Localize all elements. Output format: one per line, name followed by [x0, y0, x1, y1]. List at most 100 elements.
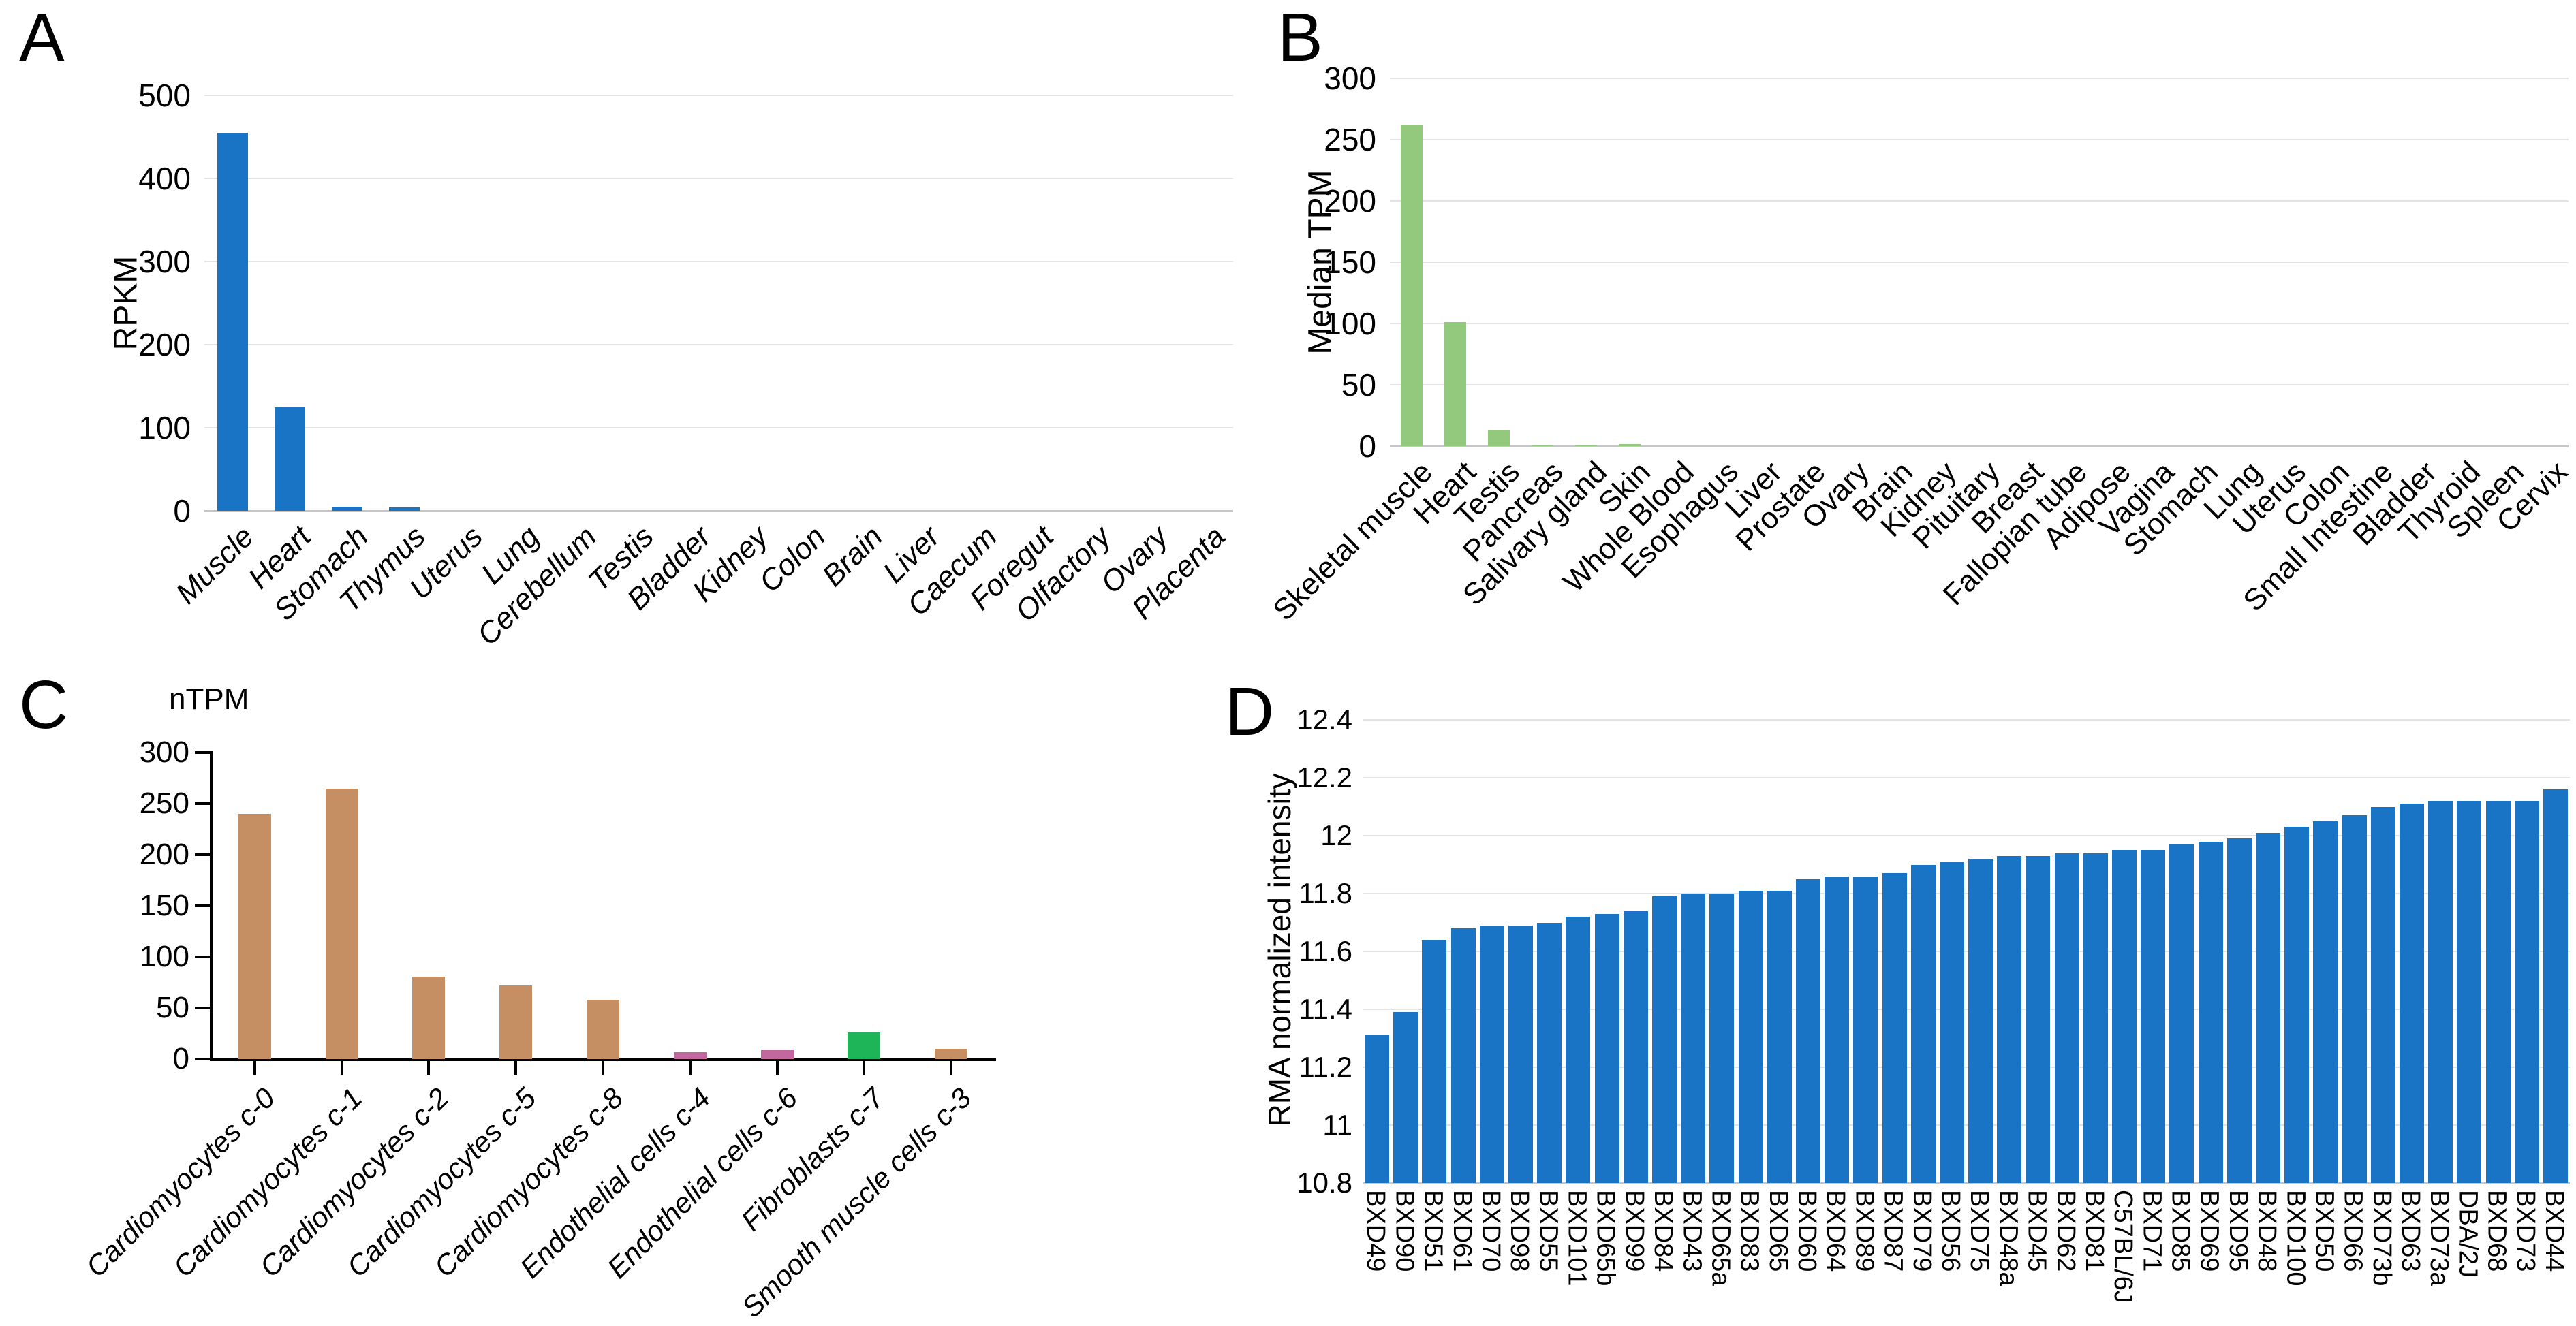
- x-category-label: BXD51: [1418, 1190, 1448, 1272]
- x-category-label: BXD83: [1735, 1190, 1764, 1272]
- x-category-label: BXD55: [1534, 1190, 1563, 1272]
- bar-cardiomyocytes-c-2: [412, 976, 446, 1059]
- bar-bxd64: [1825, 876, 1850, 1183]
- gridline: [1363, 1009, 2570, 1010]
- bar-bxd56: [1939, 862, 1964, 1183]
- y-tick-label: 300: [138, 244, 191, 279]
- x-category-label: BXD64: [1821, 1190, 1850, 1272]
- x-tick-mark: [775, 1061, 779, 1075]
- y-tick-mark: [195, 802, 211, 805]
- bar-bxd60: [1795, 879, 1820, 1183]
- y-tick-label: 200: [139, 838, 189, 871]
- y-tick-label: 500: [138, 78, 191, 113]
- x-category-label: BXD98: [1505, 1190, 1534, 1272]
- bar-bxd69: [2198, 841, 2223, 1183]
- bar-bxd99: [1623, 911, 1648, 1183]
- x-tick-mark: [514, 1061, 518, 1075]
- panel-c-y-axis-label: nTPM: [169, 682, 249, 716]
- y-tick-label: 0: [1359, 428, 1376, 464]
- y-tick-label: 150: [1324, 244, 1376, 280]
- y-tick-label: 12.2: [1297, 761, 1352, 793]
- bar-bxd50: [2313, 821, 2338, 1183]
- bar-bxd85: [2169, 844, 2194, 1183]
- bar-bxd66: [2342, 815, 2367, 1183]
- gridline: [204, 344, 1233, 345]
- bar-skin: [1619, 444, 1641, 446]
- bar-bxd45: [2026, 855, 2051, 1183]
- bar-bxd65: [1767, 890, 1792, 1183]
- y-tick-label: 50: [1341, 367, 1376, 402]
- bar-cardiomyocytes-c-8: [587, 1000, 619, 1059]
- bar-bxd44: [2543, 789, 2568, 1183]
- y-tick-label: 300: [139, 736, 189, 769]
- gridline: [1390, 323, 2569, 324]
- bar-bxd75: [1968, 859, 1993, 1183]
- gridline: [1363, 951, 2570, 952]
- y-tick-mark: [195, 1058, 211, 1060]
- x-tick-mark: [427, 1061, 431, 1075]
- x-category-label: BXD62: [2051, 1190, 2080, 1272]
- x-category-label: BXD79: [1907, 1190, 1936, 1272]
- gridline: [1390, 78, 2569, 79]
- bar-stomach: [332, 506, 363, 511]
- y-tick-label: 150: [139, 889, 189, 922]
- x-category-label: BXD70: [1476, 1190, 1505, 1272]
- x-tick-mark: [863, 1061, 866, 1075]
- x-category-label: BXD48a: [1993, 1190, 2023, 1286]
- bar-bxd63: [2399, 804, 2424, 1183]
- bar-bxd48: [2256, 832, 2280, 1183]
- x-tick-mark: [602, 1061, 604, 1075]
- x-category-label: BXD66: [2338, 1190, 2368, 1272]
- gridline: [1390, 200, 2569, 202]
- x-tick-mark: [950, 1061, 953, 1075]
- x-axis-baseline: [1363, 1182, 2570, 1184]
- panel-letter-b: B: [1277, 0, 1323, 76]
- x-category-label: BXD50: [2310, 1190, 2339, 1272]
- gridline: [1363, 1124, 2570, 1126]
- x-category-label: BXD100: [2281, 1190, 2310, 1286]
- bar-salivary-gland: [1575, 445, 1598, 446]
- bar-bxd70: [1479, 925, 1504, 1183]
- x-category-label: BXD95: [2223, 1190, 2252, 1272]
- x-category-label: BXD65a: [1706, 1190, 1735, 1286]
- x-category-label: BXD48: [2252, 1190, 2282, 1272]
- x-category-label: BXD61: [1447, 1190, 1476, 1272]
- y-tick-label: 400: [138, 161, 191, 196]
- x-tick-mark: [253, 1061, 256, 1075]
- x-category-label: BXD68: [2482, 1190, 2511, 1272]
- x-category-label: BXD73: [2511, 1190, 2540, 1272]
- x-category-label: BXD56: [1936, 1190, 1965, 1272]
- bar-bxd43: [1681, 894, 1706, 1183]
- gridline: [1363, 835, 2570, 836]
- bar-heart: [275, 407, 306, 511]
- x-category-label: BXD84: [1649, 1190, 1678, 1272]
- bar-bxd95: [2226, 838, 2252, 1183]
- y-tick-label: 12.4: [1297, 704, 1352, 736]
- bar-bxd73: [2514, 801, 2539, 1183]
- bar-bxd71: [2141, 850, 2166, 1183]
- bar-fibroblasts-c-7: [848, 1032, 881, 1059]
- x-category-label: BXD85: [2166, 1190, 2195, 1272]
- x-category-label: BXD71: [2137, 1190, 2167, 1272]
- x-category-label: BXD81: [2079, 1190, 2109, 1272]
- bar-bxd65a: [1709, 894, 1735, 1183]
- bar-muscle: [217, 132, 249, 511]
- x-category-label: BXD75: [1965, 1190, 1994, 1272]
- bar-bxd61: [1450, 928, 1476, 1183]
- panel-letter-a: A: [19, 0, 65, 76]
- x-category-label: BXD69: [2194, 1190, 2224, 1272]
- x-category-label: BXD63: [2396, 1190, 2425, 1272]
- bar-heart: [1444, 322, 1467, 446]
- bar-bxd68: [2485, 801, 2511, 1183]
- x-category-label: DBA/2J: [2453, 1190, 2483, 1278]
- bar-bxd51: [1422, 940, 1447, 1183]
- y-tick-label: 100: [139, 940, 189, 973]
- panel-letter-d: D: [1225, 674, 1275, 750]
- gridline: [1363, 893, 2570, 894]
- x-category-label: BXD65b: [1591, 1190, 1620, 1286]
- bar-bxd98: [1508, 925, 1534, 1183]
- x-axis-line: [210, 1058, 996, 1061]
- y-tick-mark: [195, 853, 211, 856]
- bar-skeletal-muscle: [1401, 125, 1423, 446]
- y-tick-label: 100: [138, 410, 191, 445]
